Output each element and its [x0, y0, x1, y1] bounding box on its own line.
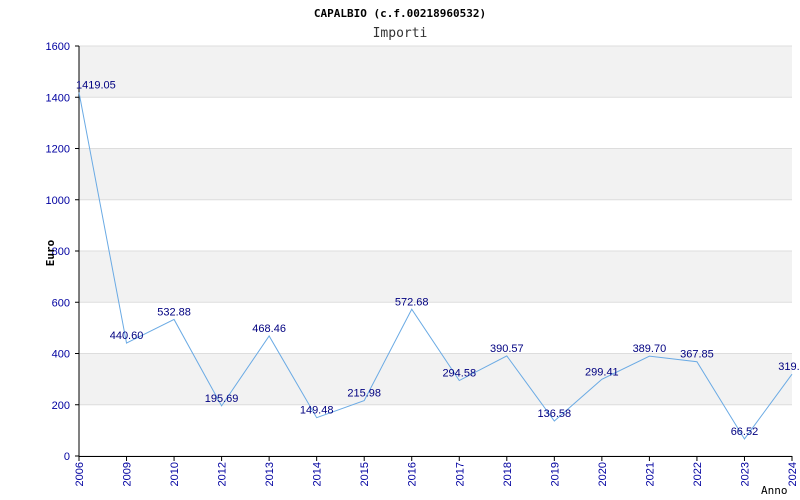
data-label: 367.85	[680, 349, 714, 361]
x-tick-label: 2018	[502, 462, 514, 486]
data-labels: 1419.05 440.60 532.88 195.69 468.46 149.48 215…	[76, 79, 800, 438]
x-tick-label: 2010	[169, 462, 181, 486]
data-label: 215.98	[347, 388, 381, 400]
x-tick-label: 2019	[549, 462, 561, 486]
x-tick-label: 2020	[597, 462, 609, 486]
x-tick-label: 2021	[644, 462, 656, 486]
x-tick-label: 2023	[739, 462, 751, 486]
x-tick-label: 2006	[74, 462, 86, 486]
chart-subtitle: Importi	[373, 26, 428, 41]
data-label: 572.68	[395, 296, 429, 308]
y-tick-label: 800	[52, 246, 70, 258]
data-label: 390.57	[490, 343, 524, 355]
grid-band	[79, 46, 792, 98]
x-tick-label: 2024	[787, 462, 799, 486]
x-tick-label: 2015	[359, 462, 371, 486]
data-label: 299.41	[585, 366, 619, 378]
chart-title: CAPALBIO (c.f.00218960532)	[314, 7, 486, 20]
background-bands	[79, 46, 792, 405]
data-label: 149.48	[300, 405, 334, 417]
y-tick-label: 1000	[46, 195, 70, 207]
grid-band	[79, 148, 792, 200]
series-line	[78, 92, 793, 440]
x-tick-label: 2022	[692, 462, 704, 486]
x-tick-label: 2013	[264, 462, 276, 486]
y-tick-label: 200	[52, 400, 70, 412]
x-tick-label: 2012	[217, 462, 229, 486]
x-tick-label: 2014	[312, 462, 324, 486]
data-label: 195.69	[205, 393, 239, 405]
data-label: 294.58	[442, 368, 476, 380]
grid-band	[79, 353, 792, 405]
data-label: 1419.05	[76, 79, 116, 91]
y-tick-label: 600	[52, 297, 70, 309]
y-tick-label: 0	[64, 451, 70, 463]
y-tick-label: 1200	[46, 144, 70, 156]
x-tick-label: 2016	[407, 462, 419, 486]
x-ticks: 2006 2009 2010 2012 2013 2014 2015 2016 2017 2018…	[74, 456, 799, 486]
y-tick-label: 400	[52, 349, 70, 361]
y-tick-label: 1400	[46, 92, 70, 104]
data-label: 532.88	[157, 306, 191, 318]
data-label: 468.46	[252, 323, 286, 335]
y-ticks: 0 200 400 600 800 1000 1200 1400 1600	[46, 41, 79, 463]
y-axis-label: Euro	[44, 239, 57, 266]
x-axis-label: Anno	[761, 484, 788, 497]
data-label: 440.60	[110, 330, 144, 342]
data-label: 389.70	[633, 343, 667, 355]
x-tick-label: 2009	[122, 462, 134, 486]
data-label: 66.52	[731, 426, 759, 438]
data-label: 319.3	[778, 361, 800, 373]
data-label: 136.58	[538, 408, 572, 420]
x-tick-label: 2017	[454, 462, 466, 486]
grid-band	[79, 251, 792, 303]
y-tick-label: 1600	[46, 41, 70, 53]
